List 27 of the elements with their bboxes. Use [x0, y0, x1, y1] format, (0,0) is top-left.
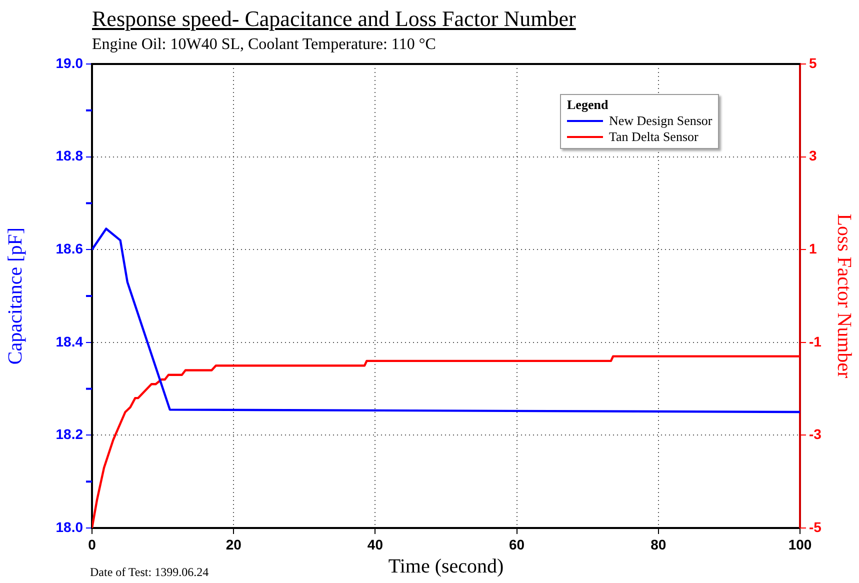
y2-tick-label: 1 [809, 240, 817, 256]
chart-title: Response speed- Capacitance and Loss Factor Number [92, 6, 576, 32]
y2-tick-label: 5 [809, 54, 817, 71]
y2-tick-label: -1 [809, 333, 822, 350]
y2-tick-label: 3 [809, 148, 817, 164]
y-tick-label: 18.4 [56, 333, 84, 350]
x-tick-label: 100 [788, 536, 812, 552]
text: Date of Test: 1399.06.24 [90, 565, 209, 580]
y-tick-label: 18.2 [56, 426, 84, 442]
y2-tick-label: -3 [809, 426, 822, 442]
x-tick-label: 60 [509, 536, 525, 552]
chart-subtitle: Engine Oil: 10W40 SL, Coolant Temperature: 110 °C [92, 36, 436, 54]
x-axis-title: Time (second) [388, 555, 504, 578]
y-tick-label: 19.0 [56, 54, 84, 71]
y-tick-label: 18.8 [56, 148, 84, 164]
legend-title: Legend [567, 97, 610, 113]
x-tick-label: 40 [367, 536, 384, 552]
y-axis-title: Capacitance [pF] [4, 227, 26, 365]
y2-tick-label: -5 [809, 518, 822, 535]
y2-axis-title: Loss Factor Number [832, 214, 855, 379]
y-tick-label: 18.0 [56, 518, 84, 535]
legend-label: New Design Sensor [609, 113, 712, 129]
legend-label: Tan Delta Sensor [609, 129, 698, 145]
x-tick-label: 0 [88, 536, 96, 552]
x-tick-label: 80 [650, 536, 666, 552]
y-tick-label: 18.6 [56, 240, 84, 256]
x-tick-label: 20 [226, 536, 242, 552]
